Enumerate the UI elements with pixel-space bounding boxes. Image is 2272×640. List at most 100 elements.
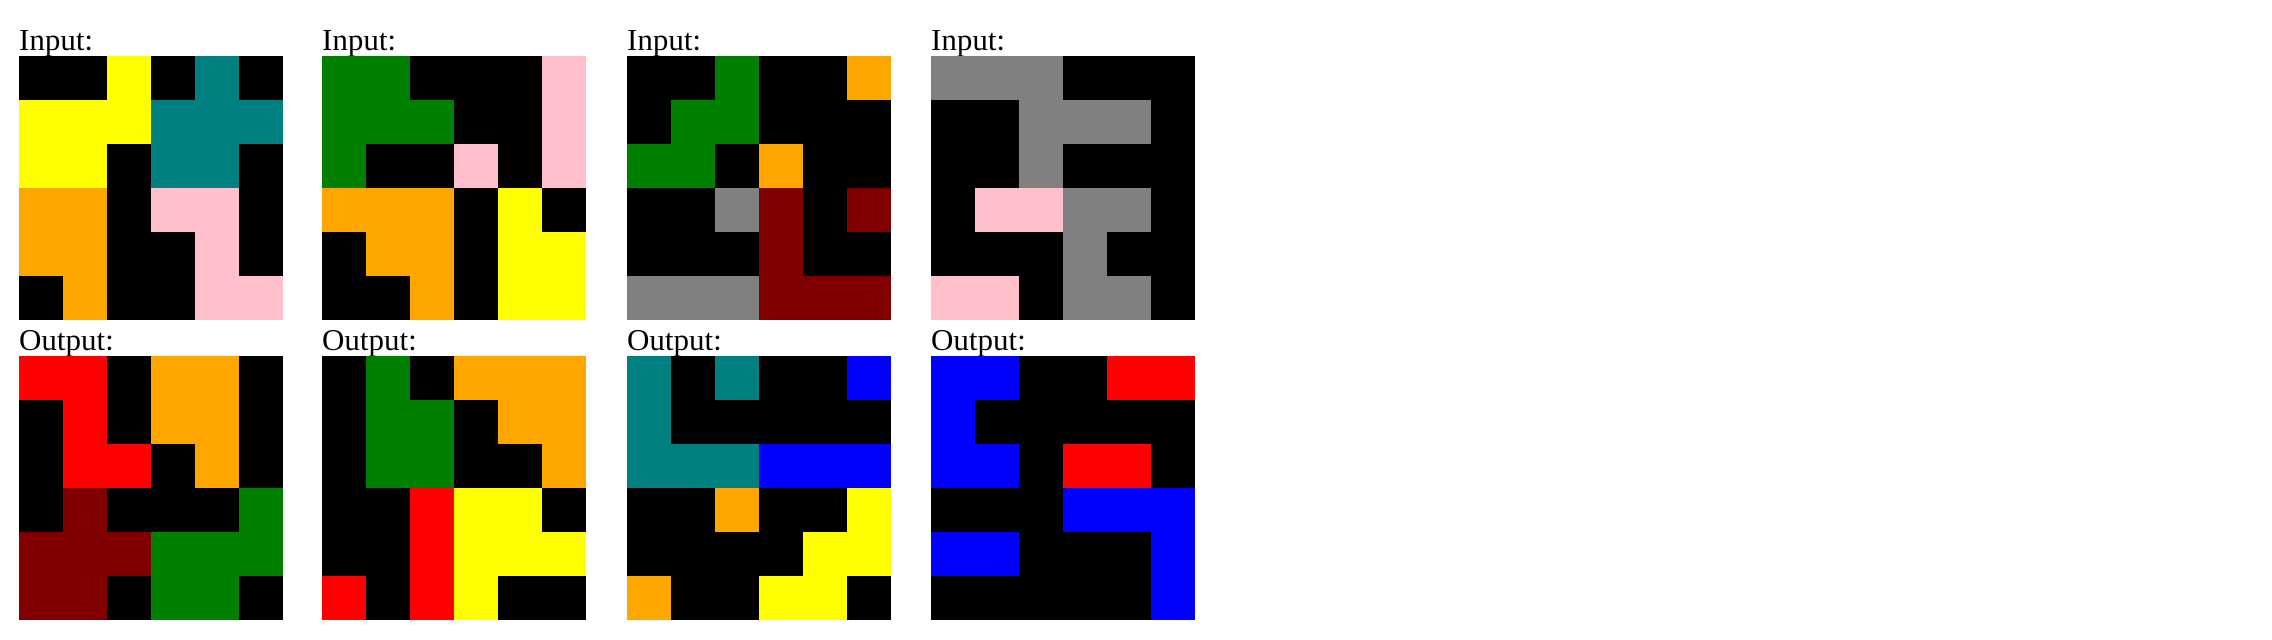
grid-cell <box>1107 444 1151 488</box>
grid-cell <box>627 400 671 444</box>
grid-cell <box>1107 276 1151 320</box>
grid-cell <box>1019 56 1063 100</box>
grid-cell <box>454 488 498 532</box>
grid-cell <box>366 532 410 576</box>
grid-cell <box>671 232 715 276</box>
grid-cell <box>322 144 366 188</box>
grid-cell <box>847 488 891 532</box>
grid-cell <box>107 232 151 276</box>
grid-cell <box>931 144 975 188</box>
grid-cell <box>847 400 891 444</box>
grid-cell <box>63 488 107 532</box>
grid-cell <box>454 444 498 488</box>
grid-cell <box>803 488 847 532</box>
grid-cell <box>542 532 586 576</box>
grid-cell <box>1151 144 1195 188</box>
grid-cell <box>454 576 498 620</box>
grid-cell <box>759 356 803 400</box>
grid-cell <box>542 356 586 400</box>
grid-cell <box>498 400 542 444</box>
grid-cell <box>410 100 454 144</box>
grid-cell <box>1019 532 1063 576</box>
grid-cell <box>498 444 542 488</box>
grid-cell <box>107 532 151 576</box>
grid-cell <box>1151 356 1195 400</box>
grid-cell <box>19 444 63 488</box>
grid-cell <box>498 144 542 188</box>
grid-cell <box>1151 276 1195 320</box>
grid-cell <box>1019 488 1063 532</box>
grid-cell <box>759 276 803 320</box>
grid-cell <box>1019 276 1063 320</box>
grid-cell <box>239 576 283 620</box>
grid-cell <box>239 232 283 276</box>
grid-cell <box>366 400 410 444</box>
grid-cell <box>107 356 151 400</box>
grid-cell <box>322 56 366 100</box>
grid-cell <box>1063 532 1107 576</box>
grid-cell <box>1107 188 1151 232</box>
grid-cell <box>1151 232 1195 276</box>
grid-cell <box>975 276 1019 320</box>
grid-cell <box>975 400 1019 444</box>
grid-cell <box>454 232 498 276</box>
grid-cell <box>542 576 586 620</box>
grid-cell <box>454 400 498 444</box>
grid-cell <box>410 56 454 100</box>
output-label: Output: <box>322 322 417 357</box>
grid-cell <box>366 356 410 400</box>
grid-cell <box>410 144 454 188</box>
grid-cell <box>366 56 410 100</box>
grid-cell <box>195 356 239 400</box>
grid-cell <box>19 144 63 188</box>
grid-cell <box>715 444 759 488</box>
grid-cell <box>759 532 803 576</box>
grid-cell <box>715 356 759 400</box>
grid-cell <box>107 144 151 188</box>
grid-cell <box>715 532 759 576</box>
grid-cell <box>107 100 151 144</box>
output-label: Output: <box>627 322 722 357</box>
grid-cell <box>803 232 847 276</box>
grid-cell <box>627 488 671 532</box>
grid-cell <box>715 400 759 444</box>
grid-cell <box>759 232 803 276</box>
grid-cell <box>627 532 671 576</box>
input-grid <box>931 56 1195 320</box>
grid-cell <box>151 576 195 620</box>
grid-cell <box>1063 400 1107 444</box>
grid-cell <box>627 56 671 100</box>
grid-cell <box>975 576 1019 620</box>
grid-cell <box>1063 444 1107 488</box>
grid-cell <box>1151 188 1195 232</box>
grid-cell <box>715 488 759 532</box>
grid-cell <box>671 100 715 144</box>
grid-cell <box>151 144 195 188</box>
grid-cell <box>366 100 410 144</box>
grid-cell <box>195 100 239 144</box>
grid-cell <box>931 488 975 532</box>
grid-cell <box>151 100 195 144</box>
grid-cell <box>454 276 498 320</box>
grid-cell <box>803 444 847 488</box>
grid-cell <box>107 276 151 320</box>
grid-cell <box>671 444 715 488</box>
grid-cell <box>759 100 803 144</box>
grid-cell <box>454 188 498 232</box>
grid-cell <box>931 400 975 444</box>
grid-cell <box>931 232 975 276</box>
grid-cell <box>1019 400 1063 444</box>
grid-cell <box>366 488 410 532</box>
grid-cell <box>1019 576 1063 620</box>
grid-cell <box>627 444 671 488</box>
grid-cell <box>542 400 586 444</box>
grid-cell <box>195 532 239 576</box>
grid-cell <box>931 356 975 400</box>
grid-cell <box>498 100 542 144</box>
grid-cell <box>195 56 239 100</box>
grid-cell <box>1151 488 1195 532</box>
grid-cell <box>195 188 239 232</box>
grid-cell <box>931 532 975 576</box>
grid-cell <box>759 576 803 620</box>
grid-cell <box>847 576 891 620</box>
